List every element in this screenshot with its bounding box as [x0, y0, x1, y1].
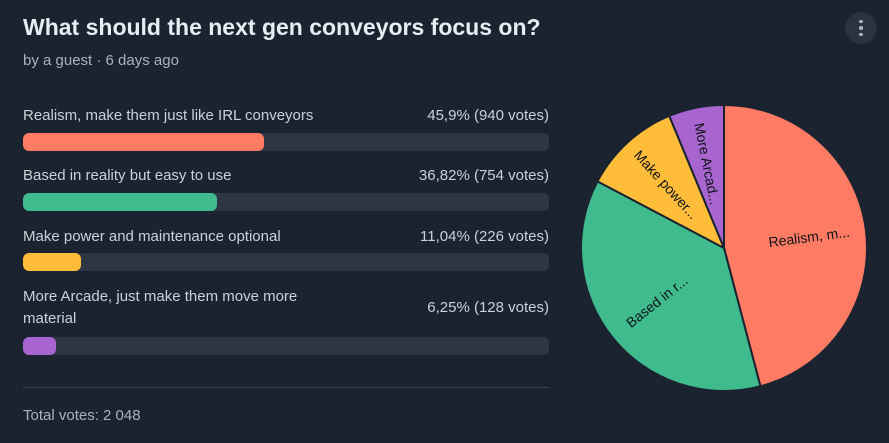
poll-option-based-in-reality[interactable]: Based in reality but easy to use 36,82% … — [23, 165, 549, 213]
poll-title: What should the next gen conveyors focus… — [23, 14, 541, 40]
option-result: 11,04% (226 votes) — [420, 228, 549, 245]
poll-option-more-arcade[interactable]: More Arcade, just make them move more ma… — [23, 286, 549, 358]
more-options-button[interactable] — [845, 12, 877, 44]
option-result: 36,82% (754 votes) — [418, 167, 549, 184]
option-bar-track — [23, 133, 549, 151]
pie-slice — [580, 180, 762, 392]
option-bar-track — [23, 193, 549, 211]
option-label: Make power and maintenance optional — [23, 228, 281, 245]
more-vertical-icon — [859, 19, 863, 37]
option-result: 6,25% (128 votes) — [427, 299, 549, 316]
divider — [23, 387, 549, 388]
results-pie-chart: Realism, m... Based in r... Make power... M… — [579, 103, 869, 393]
poll-option-power-optional[interactable]: Make power and maintenance optional 11,0… — [23, 226, 549, 274]
pie-slice — [667, 103, 725, 249]
total-votes: Total votes: 2 048 — [23, 407, 141, 424]
option-bar-fill — [23, 253, 82, 271]
option-label: More Arcade, just make them move more ma… — [23, 288, 298, 327]
poll-byline: by a guest · 6 days ago — [23, 52, 179, 69]
option-bar-fill — [23, 193, 217, 211]
option-bar-track — [23, 253, 549, 271]
option-result: 45,9% (940 votes) — [427, 107, 549, 124]
option-label: Based in reality but easy to use — [23, 167, 232, 184]
option-bar-fill — [23, 133, 265, 151]
option-label: Realism, make them just like IRL conveyo… — [23, 107, 314, 124]
poll-option-realism[interactable]: Realism, make them just like IRL conveyo… — [23, 105, 549, 153]
option-bar-track — [23, 337, 549, 355]
pie-slice — [723, 103, 868, 388]
pie-svg: Realism, m...Based in r...Make power...M… — [580, 103, 868, 392]
pie-slice — [596, 114, 726, 251]
option-bar-fill — [23, 337, 56, 355]
